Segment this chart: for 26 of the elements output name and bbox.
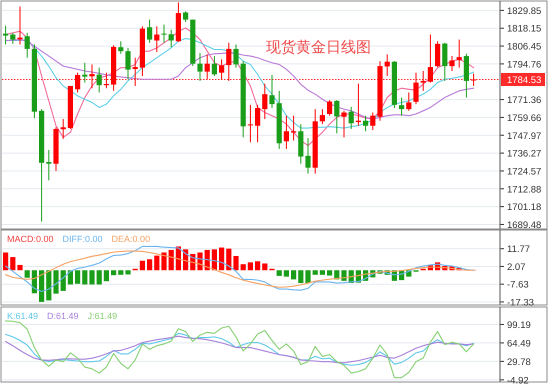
y-tick-label: 1771.36 bbox=[507, 95, 542, 106]
series-label: MACD:0.00 bbox=[7, 234, 54, 244]
text: D:61.49 bbox=[47, 311, 79, 321]
y-tick-label: 1818.15 bbox=[507, 24, 542, 35]
y-tick-label: 1829.85 bbox=[507, 6, 542, 17]
y-tick-label: 1724.57 bbox=[507, 166, 542, 178]
y-tick-label: 1712.88 bbox=[507, 184, 542, 196]
y-tick-label: 99.19 bbox=[507, 320, 531, 331]
y-tick-label: 1794.76 bbox=[507, 59, 542, 70]
text: J:61.49 bbox=[88, 311, 118, 321]
y-tick-label: 1806.45 bbox=[507, 42, 542, 53]
y-tick-label: 1736.27 bbox=[507, 148, 542, 160]
y-tick-label: 1759.66 bbox=[507, 112, 542, 124]
y-tick-label: 11.77 bbox=[507, 244, 530, 256]
series-label: DIFF:0.00 bbox=[62, 234, 103, 244]
y-tick-label: 1689.48 bbox=[507, 220, 542, 231]
y-tick-label: 64.49 bbox=[507, 338, 531, 350]
series-label: K:61.49 bbox=[7, 311, 38, 321]
y-tick-label: 29.78 bbox=[507, 356, 531, 368]
y-tick-label: 1747.97 bbox=[507, 130, 542, 142]
text: 现货黄金日线图 bbox=[266, 39, 371, 56]
y-tick-label: 2.07 bbox=[507, 262, 526, 273]
y-tick-label: -7.63 bbox=[507, 280, 529, 291]
ref-line-label: 1784.53 bbox=[507, 74, 542, 86]
y-tick-label: 1701.18 bbox=[507, 202, 542, 214]
series-label: DEA:0.00 bbox=[112, 234, 150, 244]
